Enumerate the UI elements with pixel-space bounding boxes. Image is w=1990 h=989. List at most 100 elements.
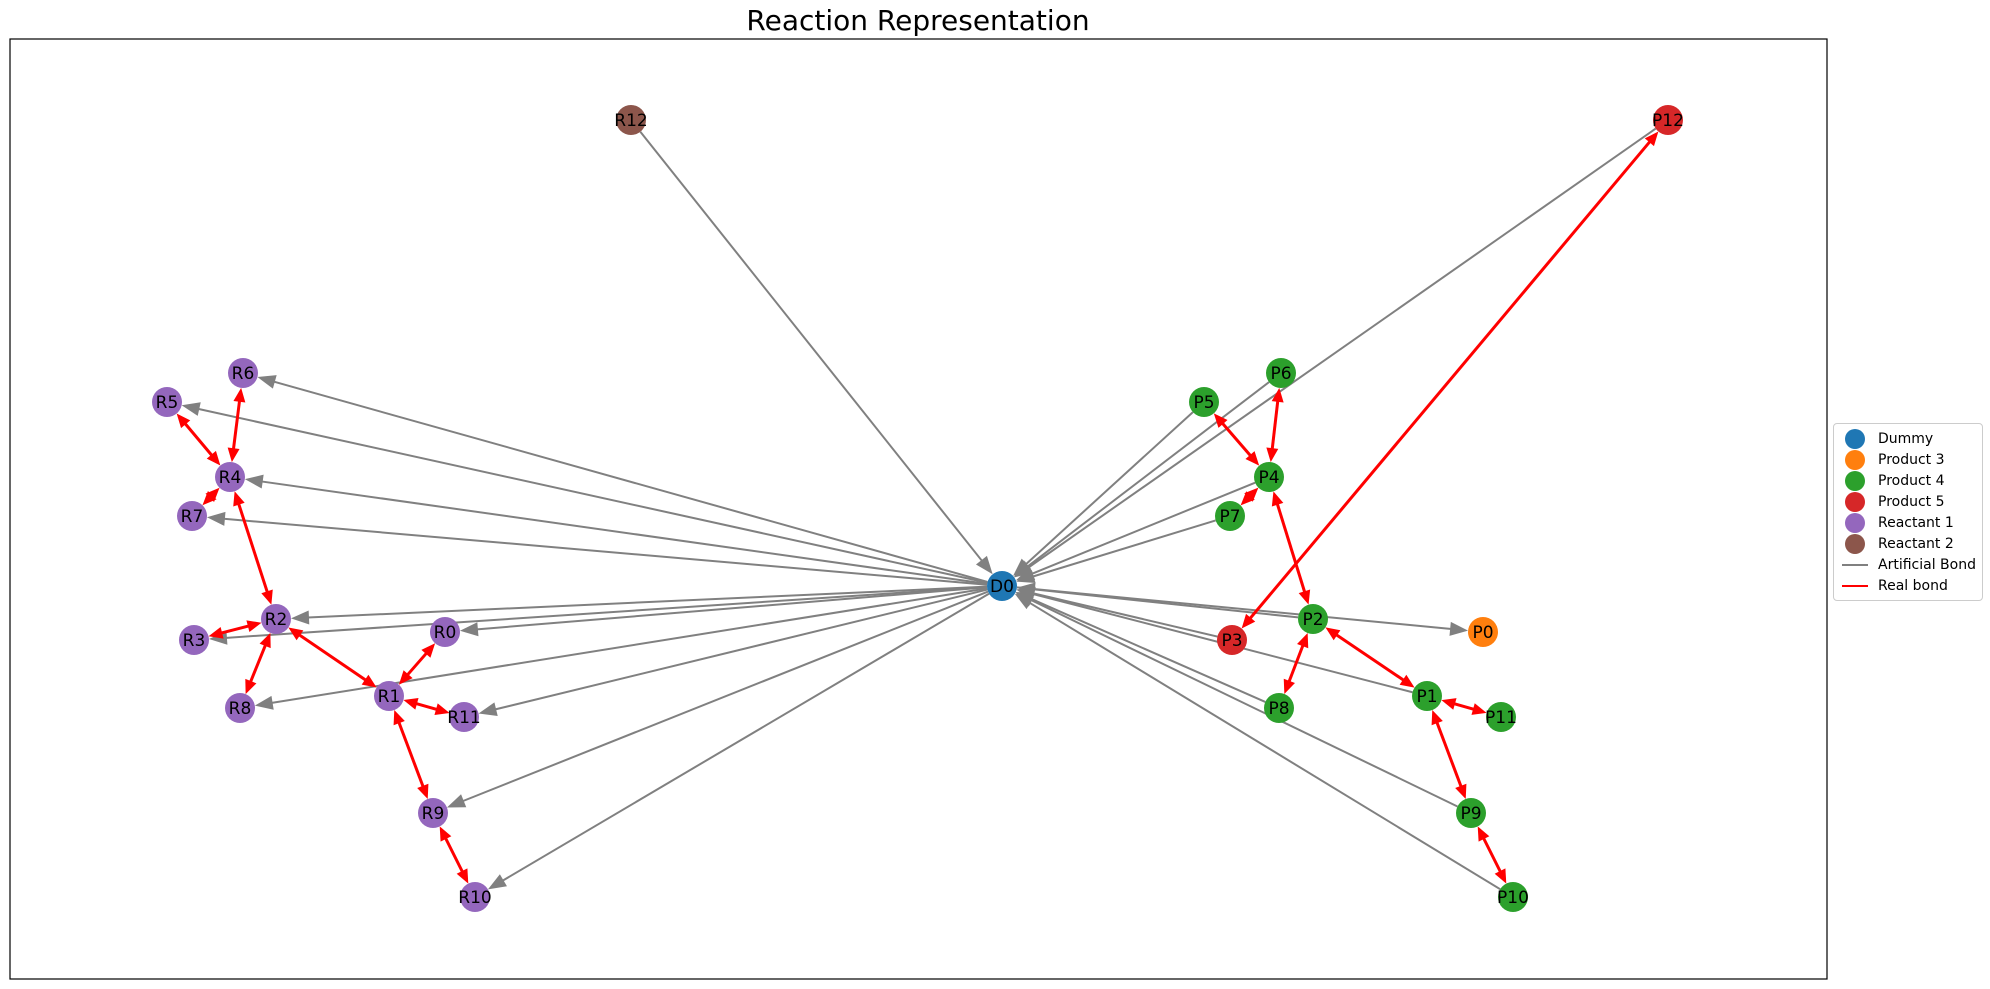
legend-label: Reactant 1 (1878, 514, 1954, 531)
real-bond-R9-R10 (439, 826, 469, 884)
node-R8: R8 (225, 693, 255, 723)
node-P7: P7 (1215, 501, 1245, 531)
real-bond-R6-R4 (227, 387, 246, 463)
legend-label: Real bond (1878, 577, 1948, 594)
node-P12: P12 (1652, 105, 1684, 135)
node-P1: P1 (1412, 681, 1442, 711)
artificial-bond-P9-D0 (1015, 592, 1458, 808)
node-R6: R6 (228, 358, 258, 388)
real-bond-P2-P8 (1283, 633, 1309, 694)
node-label: P1 (1416, 687, 1437, 707)
node-label: P8 (1268, 699, 1289, 719)
node-label: R8 (229, 699, 252, 719)
node-layer: D0 R12 R6 R5 R4 R7 R2 R3 R0 R1 R8 R11 R9 R10 P12 P3 P0 P5… (152, 105, 1684, 912)
node-label: R2 (265, 610, 288, 630)
node-D0: D0 (987, 571, 1017, 601)
real-bond-R1-R9 (393, 710, 429, 799)
real-bond-P4-P2 (1271, 491, 1311, 605)
legend-entry: Real bond (1840, 575, 1976, 596)
node-label: R3 (183, 631, 206, 651)
real-bond-R2-R1 (288, 627, 377, 688)
node-label: P4 (1258, 468, 1279, 488)
artificial-bond-P12-D0 (1014, 127, 1657, 578)
real-bond-P2-P1 (1325, 627, 1415, 688)
node-label: R1 (378, 687, 401, 707)
artificial-bond-D0-R2 (290, 585, 988, 625)
artificial-bond-D0-R3 (208, 586, 988, 645)
legend-label: Product 5 (1878, 493, 1945, 510)
real-bond-P1-P11 (1441, 698, 1487, 715)
edge-layer (176, 127, 1659, 891)
node-R5: R5 (152, 387, 182, 417)
artificial-bond-D0-R7 (206, 511, 988, 586)
node-R0: R0 (430, 617, 460, 647)
real-bond-P5-P4 (1213, 413, 1260, 466)
real-bond-P9-P10 (1477, 826, 1507, 884)
real-bond-R7-R4 (202, 487, 220, 506)
real-bond-R2-R8 (245, 632, 271, 695)
artificial-bond-D0-R5 (181, 402, 988, 584)
node-R10: R10 (458, 882, 492, 912)
artificial-bond-D0-R4 (244, 474, 988, 585)
node-label: R11 (447, 708, 480, 728)
node-P11: P11 (1485, 702, 1517, 732)
node-R2: R2 (261, 604, 291, 634)
legend-dot-icon (1845, 470, 1865, 491)
artificial-bond-D0-P0 (1016, 586, 1469, 636)
legend-line-icon (1842, 584, 1868, 587)
node-P10: P10 (1497, 882, 1529, 912)
legend-entry: Reactant 1 (1840, 512, 1976, 533)
node-label: P5 (1193, 393, 1214, 413)
legend-entry: Product 5 (1840, 491, 1976, 512)
real-bond-P1-P9 (1431, 710, 1467, 799)
artificial-bond-P4-D0 (1015, 481, 1256, 581)
artificial-bond-D0-R8 (254, 587, 988, 710)
legend-label: Reactant 2 (1878, 535, 1954, 552)
node-R11: R11 (447, 702, 481, 732)
artificial-bond-D0-R6 (257, 375, 988, 583)
node-P0: P0 (1468, 617, 1498, 647)
legend-dot-icon (1845, 533, 1865, 554)
real-bond-R0-R1 (398, 643, 436, 685)
node-R12: R12 (614, 105, 648, 135)
node-P2: P2 (1298, 604, 1328, 634)
node-label: P10 (1497, 888, 1529, 908)
legend-label: Product 3 (1878, 451, 1945, 468)
node-label: P6 (1270, 364, 1291, 384)
node-P9: P9 (1456, 798, 1486, 828)
node-label: R7 (181, 507, 204, 527)
real-bond-P7-P4 (1240, 487, 1259, 506)
legend-entry: Product 4 (1840, 470, 1976, 491)
artificial-bond-D0-R10 (487, 592, 990, 890)
node-label: P12 (1652, 111, 1684, 131)
artificial-bond-P3-D0 (1016, 586, 1218, 638)
node-label: P2 (1302, 610, 1323, 630)
real-bond-R2-R3 (208, 620, 262, 639)
legend-entry: Reactant 2 (1840, 533, 1976, 554)
node-label: P9 (1460, 804, 1481, 824)
real-bond-R1-R11 (403, 698, 450, 715)
node-label: R5 (156, 393, 179, 413)
legend-dot-icon (1845, 512, 1865, 533)
plot-frame (9, 38, 1828, 980)
node-label: P3 (1221, 631, 1242, 651)
artificial-bond-P7-D0 (1016, 519, 1216, 584)
legend-entry: Dummy (1840, 428, 1976, 449)
node-P5: P5 (1189, 387, 1219, 417)
node-label: R4 (219, 468, 242, 488)
legend-dot-icon (1845, 428, 1865, 449)
node-label: R6 (232, 364, 255, 384)
node-label: R10 (458, 888, 491, 908)
artificial-bond-P5-D0 (1013, 411, 1194, 576)
artificial-bond-R12-D0 (639, 131, 993, 575)
node-P4: P4 (1254, 462, 1284, 492)
real-bond-R4-R2 (233, 491, 273, 605)
artificial-bond-P6-D0 (1013, 381, 1270, 577)
node-label: P11 (1485, 708, 1517, 728)
node-label: R0 (434, 623, 457, 643)
artificial-bond-P10-D0 (1014, 593, 1501, 891)
legend-entry: Product 3 (1840, 449, 1976, 470)
node-label: D0 (990, 577, 1014, 597)
legend-dot-icon (1845, 491, 1865, 512)
